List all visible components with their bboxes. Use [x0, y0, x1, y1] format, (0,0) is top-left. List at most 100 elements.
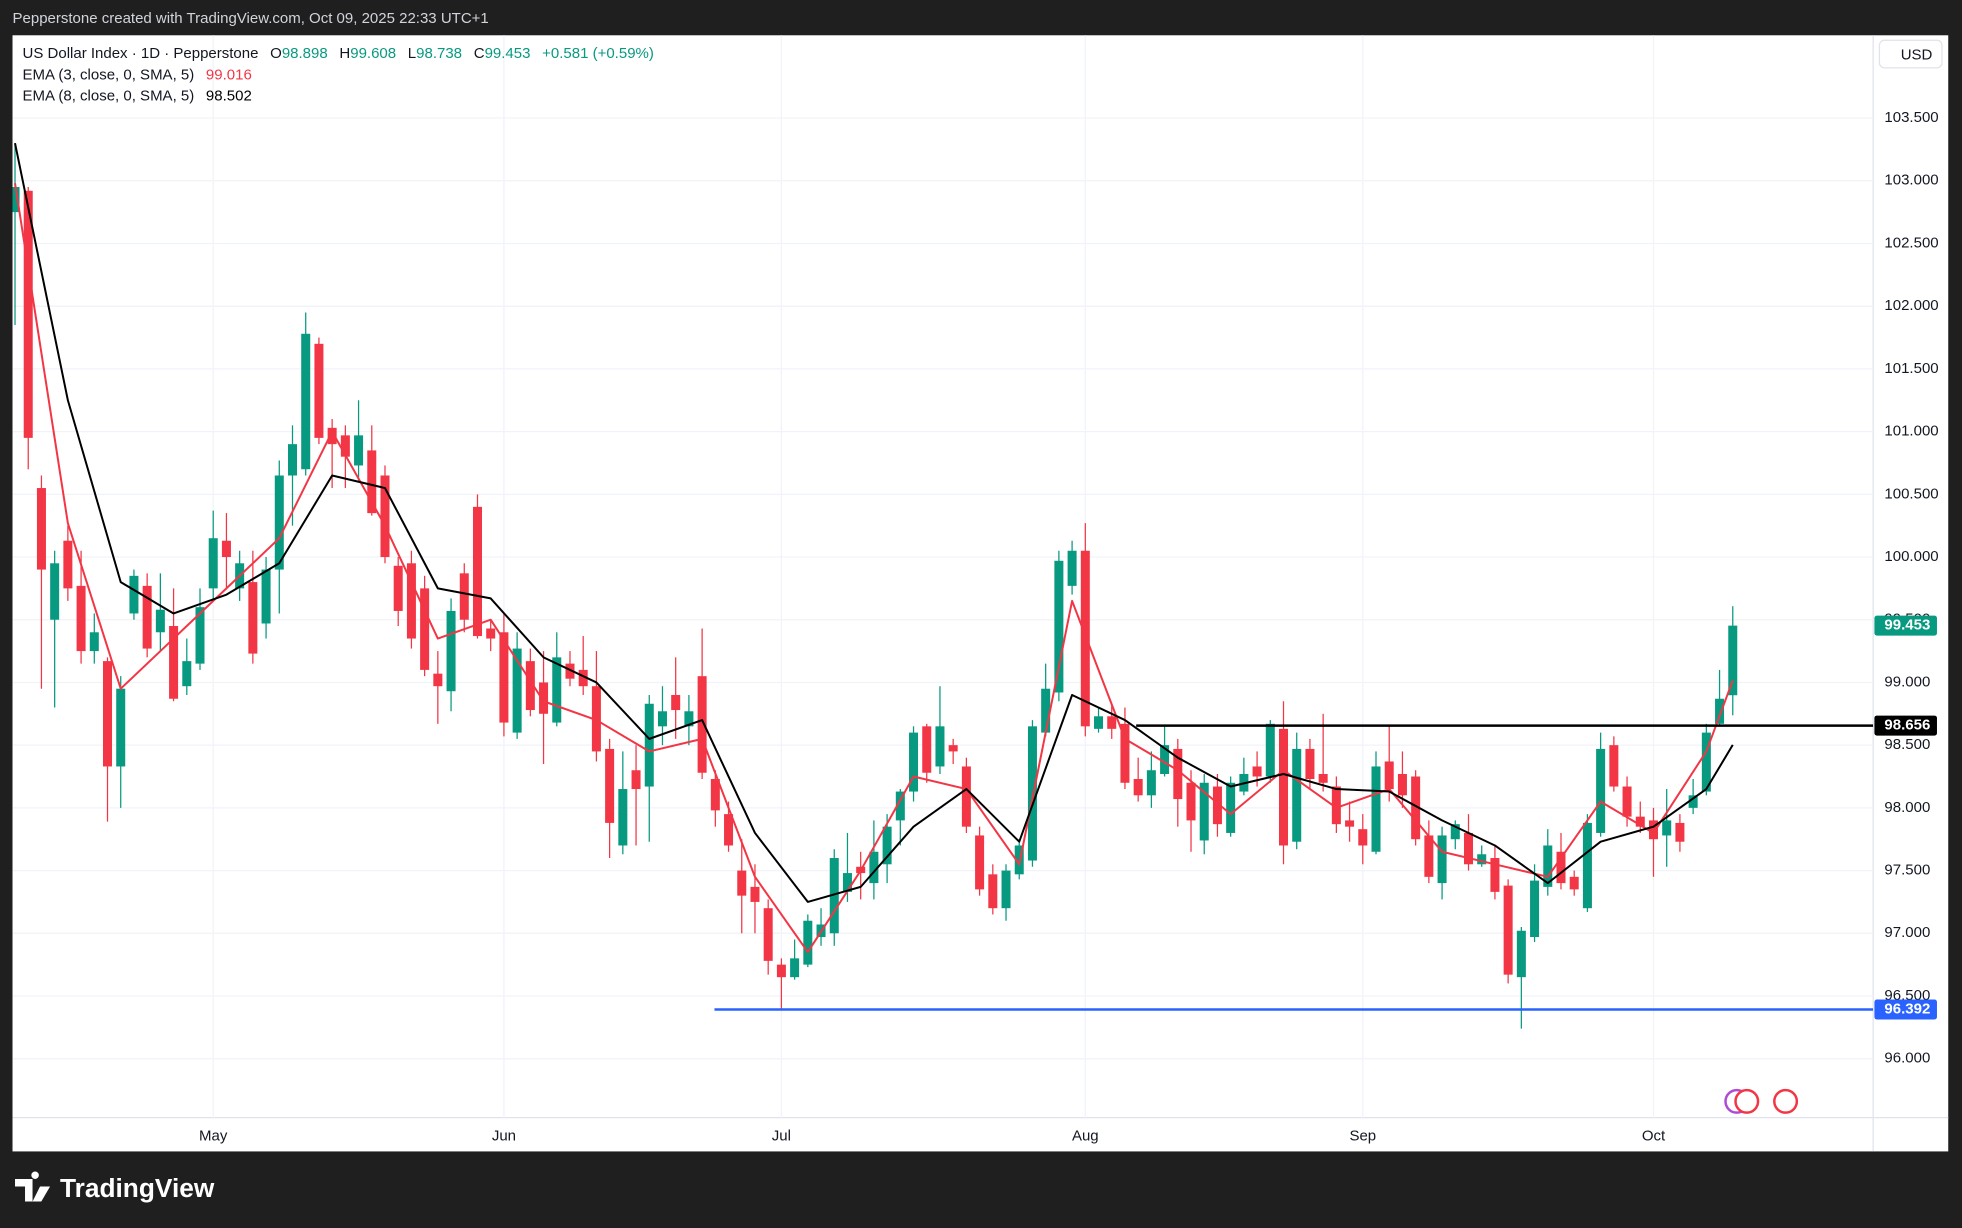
candle-body: [1199, 782, 1209, 841]
candle-body: [1397, 773, 1407, 796]
candle-body: [1252, 766, 1262, 777]
candle-body: [367, 450, 377, 514]
attribution: Pepperstone created with TradingView.com…: [13, 10, 489, 27]
candle-body: [803, 920, 813, 965]
candle-body: [499, 632, 509, 723]
indicator-line: [14, 183, 1734, 954]
candle-body: [724, 814, 734, 846]
price-label-box: [1874, 999, 1937, 1020]
price-label-box: [1874, 715, 1937, 736]
candle-body: [1648, 820, 1658, 840]
candle-body: [578, 669, 588, 687]
candle-body: [1041, 688, 1051, 733]
candle-body: [459, 573, 469, 620]
y-tick-label: 100.000: [1884, 548, 1938, 565]
candle-body: [103, 661, 113, 767]
candle-body: [1424, 835, 1434, 877]
candle-body: [287, 444, 298, 476]
candle-body: [354, 435, 364, 466]
x-tick-label: May: [199, 1127, 228, 1144]
x-tick-label: Jul: [772, 1127, 791, 1144]
candle-body: [142, 585, 152, 649]
last-price-label: 99.453: [1884, 617, 1930, 634]
price-label: 98.656: [1884, 717, 1930, 734]
candle-body: [446, 610, 456, 692]
candle-body: [525, 661, 535, 711]
candle-body: [182, 661, 192, 687]
candle-body: [1675, 822, 1685, 842]
candle-body: [1358, 829, 1368, 846]
candle-body: [710, 779, 720, 811]
event-icon[interactable]: [1734, 1088, 1760, 1114]
indicator-name: EMA (8, close, 0, SMA, 5): [23, 88, 195, 105]
candle-body: [1543, 845, 1553, 887]
plot-area: [12, 142, 1874, 1029]
indicator-value: 98.502: [206, 88, 252, 105]
indicator-name: EMA (3, close, 0, SMA, 5): [23, 66, 195, 83]
candle-body: [737, 870, 747, 896]
candle-body: [1596, 748, 1606, 833]
candle-body: [1292, 748, 1302, 842]
candle-body: [116, 688, 126, 767]
candle-body: [63, 540, 73, 589]
candle-body: [1530, 880, 1540, 938]
y-tick-label: 101.000: [1884, 423, 1938, 440]
currency-box[interactable]: [1878, 39, 1943, 69]
candle-body: [512, 648, 522, 733]
legend-label: H: [339, 45, 350, 62]
candle-body: [948, 745, 958, 752]
candle-body: [406, 563, 416, 639]
candle-body: [221, 540, 231, 558]
candle-body: [657, 711, 667, 727]
candle-body: [76, 585, 86, 652]
y-tick-label: 98.000: [1884, 799, 1930, 816]
candle-body: [301, 333, 311, 470]
legend-label: L: [408, 45, 416, 62]
legend: US Dollar Index · 1D · Pepperstone O98.8…: [23, 45, 654, 105]
candle-body: [1503, 885, 1513, 975]
y-tick-label: 102.500: [1884, 234, 1938, 251]
candle-body: [274, 475, 284, 570]
y-tick-label: 103.500: [1884, 109, 1938, 126]
price-label: 96.392: [1884, 1000, 1930, 1017]
candle-body: [1371, 766, 1381, 852]
candle-body: [631, 770, 641, 790]
candle-body: [591, 686, 601, 752]
candle-body: [1318, 773, 1328, 783]
candle-body: [1477, 854, 1487, 865]
x-tick-label: Aug: [1072, 1127, 1099, 1144]
legend-row: EMA (3, close, 0, SMA, 5) 99.016: [23, 66, 252, 83]
candle-body: [1701, 732, 1711, 792]
y-tick-label: 101.500: [1884, 360, 1938, 377]
candle-body: [1662, 820, 1672, 836]
candle-body: [340, 435, 350, 457]
candle-body: [842, 873, 852, 892]
candle-body: [1212, 786, 1222, 825]
event-icon[interactable]: [1773, 1088, 1799, 1114]
candle-body: [1582, 822, 1592, 909]
brand-name: TradingView: [60, 1173, 215, 1203]
candle-body: [248, 582, 258, 654]
candle-body: [327, 427, 337, 445]
candle-body: [1345, 820, 1355, 827]
candle-body: [1133, 779, 1143, 796]
candle-body: [922, 726, 932, 773]
candle-body: [988, 874, 998, 909]
legend-value: 98.898: [282, 45, 328, 62]
candle-body: [882, 826, 892, 865]
candle-body: [1160, 745, 1170, 774]
candle-body: [1080, 550, 1090, 727]
candle-body: [1146, 770, 1156, 796]
candle-body: [869, 851, 879, 884]
candle-body: [605, 748, 615, 823]
candle-body: [935, 726, 945, 767]
candle-body: [433, 673, 443, 687]
candle-body: [1622, 786, 1632, 817]
candle-body: [763, 908, 773, 961]
candle-body: [539, 682, 549, 714]
candle-body: [1609, 745, 1619, 787]
candle-body: [261, 569, 271, 624]
candle-body: [697, 676, 707, 773]
candle-body: [1384, 761, 1394, 790]
